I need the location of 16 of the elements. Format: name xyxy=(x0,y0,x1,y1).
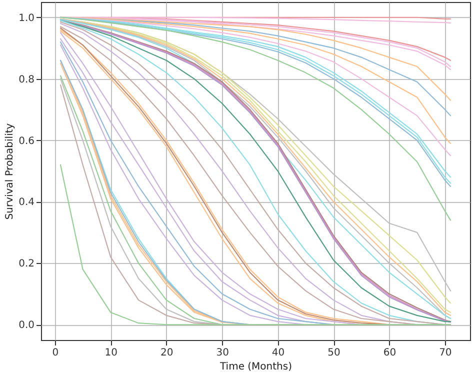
y-tick-label: 0.6 xyxy=(18,136,34,147)
x-tick-label: 70 xyxy=(439,348,452,358)
x-tick-label: 50 xyxy=(328,348,340,358)
y-tick-label: 0.4 xyxy=(18,197,34,208)
x-tick-label: 30 xyxy=(216,348,229,358)
x-tick-label: 0 xyxy=(52,348,59,358)
x-tick-label: 20 xyxy=(160,348,174,358)
y-axis-title: Survival Probability xyxy=(4,123,16,220)
y-tick-label: 0.2 xyxy=(18,258,34,270)
y-tick-label: 1.0 xyxy=(18,12,34,24)
y-tick-label: 0.8 xyxy=(18,74,34,86)
x-axis-title: Time (Months) xyxy=(218,362,292,372)
x-tick-label: 40 xyxy=(272,348,285,358)
x-tick-label: 10 xyxy=(104,348,118,358)
x-tick-label: 60 xyxy=(383,348,396,358)
y-tick-label: 0.0 xyxy=(18,320,34,332)
